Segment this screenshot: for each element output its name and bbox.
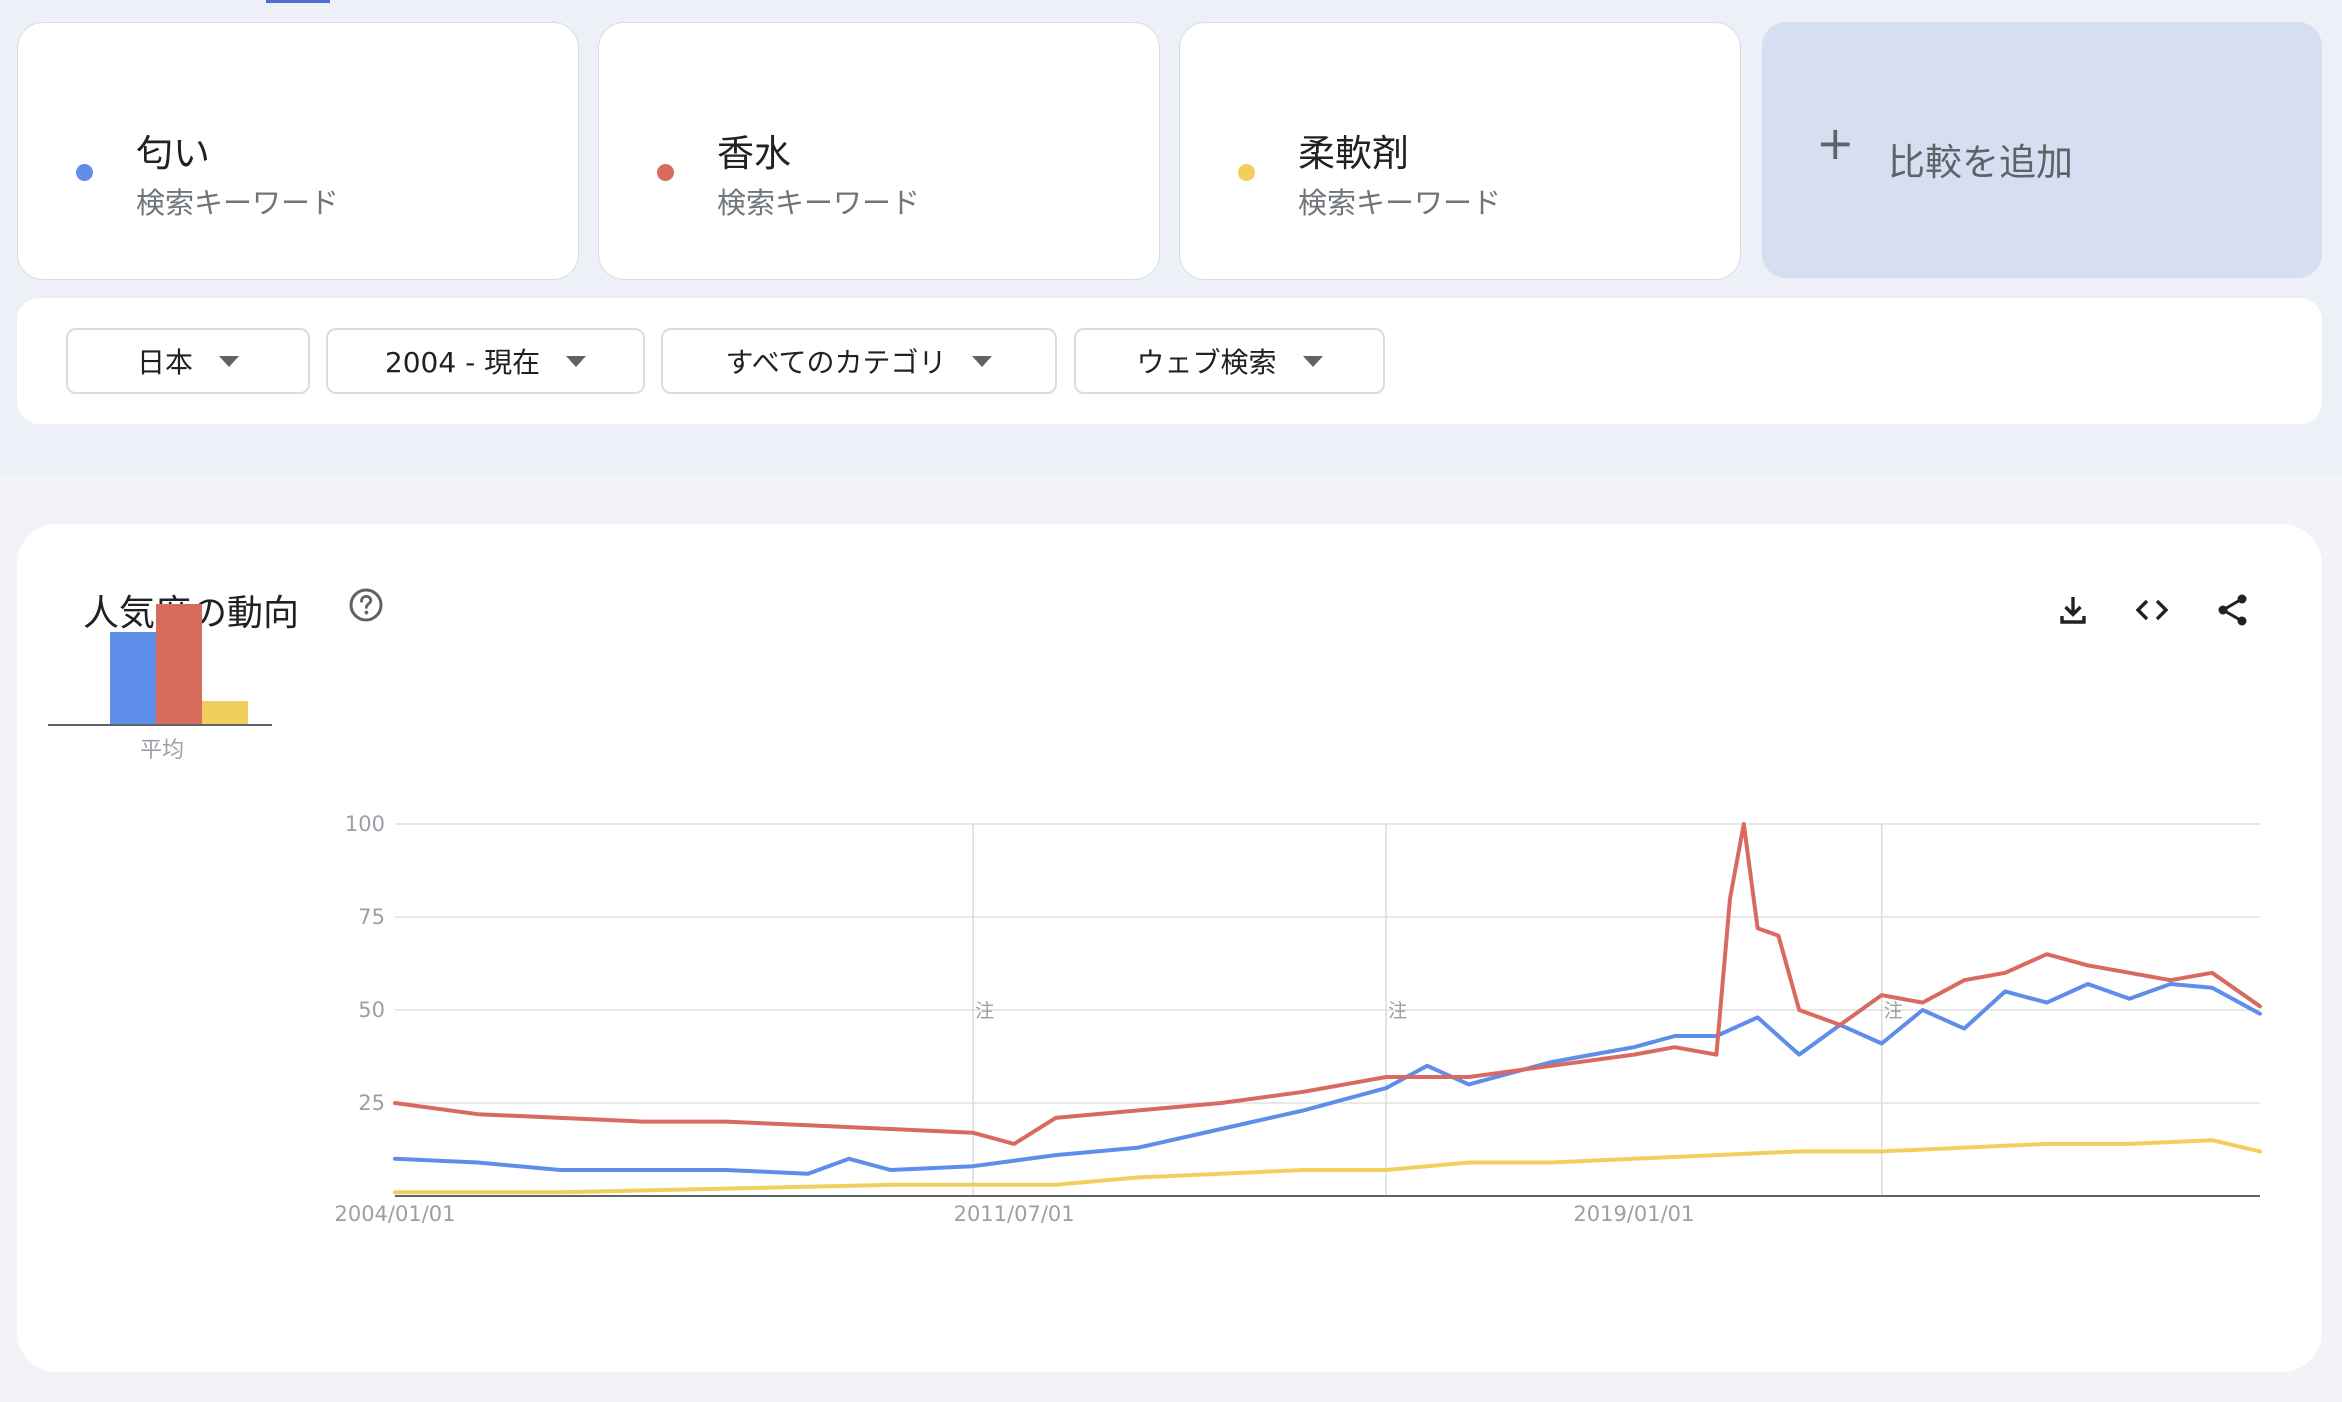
- average-axis-line: [48, 724, 272, 726]
- series-color-dot: [1238, 164, 1255, 181]
- average-bar[interactable]: [110, 632, 156, 726]
- category-dropdown[interactable]: すべてのカテゴリ: [661, 328, 1057, 394]
- y-tick-label: 50: [358, 998, 385, 1022]
- filter-bar: 日本 2004 - 現在 すべてのカテゴリ ウェブ検索: [17, 298, 2322, 424]
- series-line-3: [393, 1138, 2262, 1195]
- dropdown-arrow-icon: [972, 355, 993, 367]
- keyword-term: 柔軟剤: [1298, 132, 1409, 175]
- average-bar[interactable]: [202, 700, 248, 726]
- period-value: 2004 - 現在: [384, 346, 541, 379]
- x-tick-label: 2011/07/01: [954, 1202, 1075, 1226]
- keyword-card-2[interactable]: 香水 検索キーワード: [598, 22, 1160, 280]
- keyword-type: 検索キーワード: [1298, 186, 1502, 220]
- keyword-term: 香水: [717, 132, 791, 175]
- period-dropdown[interactable]: 2004 - 現在: [326, 328, 645, 394]
- note-marker: 注: [1388, 1000, 1407, 1022]
- keyword-card-3[interactable]: 柔軟剤 検索キーワード: [1179, 22, 1741, 280]
- average-bar[interactable]: [156, 603, 202, 726]
- keyword-type: 検索キーワード: [136, 186, 340, 220]
- top-tab-indicator: [266, 0, 330, 3]
- search-type-dropdown[interactable]: ウェブ検索: [1074, 328, 1385, 394]
- region-dropdown[interactable]: 日本: [66, 328, 310, 394]
- series-color-dot: [76, 164, 93, 181]
- add-comparison-label: 比較を追加: [1888, 141, 2073, 184]
- interest-line-chart[interactable]: 100 75 50 25 注 注 注 2004/01/01 2011/07/01 2019/01/…: [320, 790, 2270, 1250]
- region-value: 日本: [136, 346, 193, 379]
- embed-code-icon[interactable]: [2132, 590, 2172, 630]
- category-value: すべてのカテゴリ: [725, 346, 947, 379]
- dropdown-arrow-icon: [219, 355, 239, 367]
- y-tick-label: 25: [358, 1091, 385, 1115]
- help-circle-icon[interactable]: [349, 588, 383, 622]
- dropdown-arrow-icon: [1302, 355, 1323, 367]
- dropdown-arrow-icon: [566, 355, 587, 367]
- series-line-1: [393, 982, 2262, 1176]
- add-comparison-button[interactable]: + 比較を追加: [1762, 22, 2322, 278]
- keyword-type: 検索キーワード: [717, 186, 921, 220]
- x-tick-label: 2004/01/01: [334, 1202, 455, 1226]
- plus-icon: +: [1816, 116, 1855, 170]
- average-chart: 平均: [48, 530, 290, 810]
- note-marker: 注: [1884, 1000, 1903, 1022]
- note-marker: 注: [975, 1000, 994, 1022]
- download-icon[interactable]: [2053, 590, 2093, 630]
- interest-over-time-panel: 人気度の動向: [17, 524, 2322, 1372]
- series-color-dot: [657, 164, 674, 181]
- average-label: 平均: [140, 738, 185, 763]
- series-line-2: [393, 822, 2262, 1146]
- y-tick-label: 75: [358, 905, 385, 929]
- keyword-term: 匂い: [136, 132, 210, 175]
- y-tick-label: 100: [345, 812, 385, 836]
- keyword-card-1[interactable]: 匂い 検索キーワード: [17, 22, 579, 280]
- x-tick-label: 2019/01/01: [1573, 1202, 1694, 1226]
- share-icon[interactable]: [2213, 590, 2253, 630]
- search-type-value: ウェブ検索: [1136, 346, 1277, 379]
